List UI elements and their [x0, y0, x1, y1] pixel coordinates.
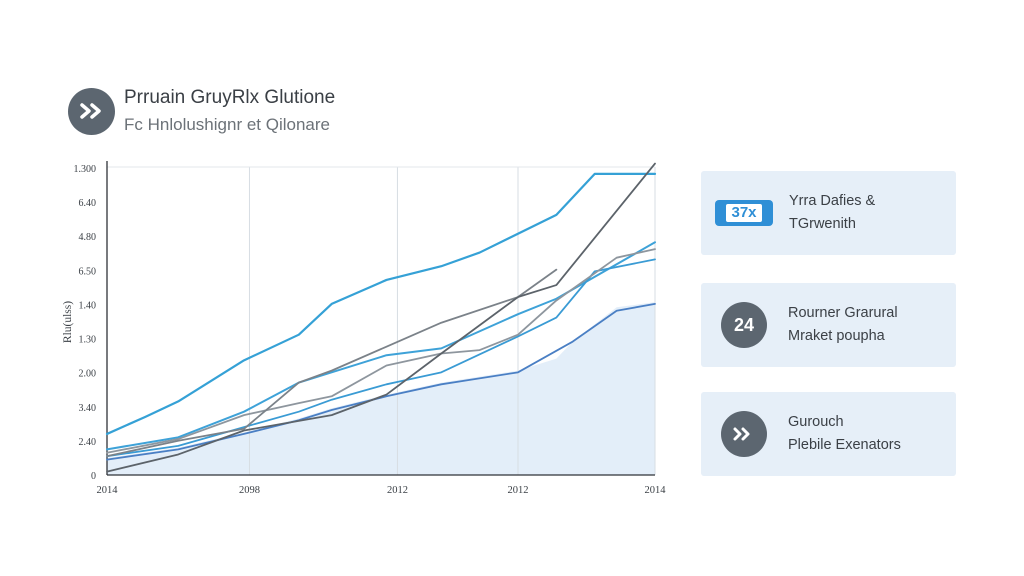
card-line-1: Gurouch	[788, 414, 844, 430]
card-line-1: Rourner Grarural	[788, 305, 898, 321]
ticket-icon: 37x	[715, 200, 773, 226]
x-tick-label: 2014	[645, 485, 667, 496]
series-line-5	[106, 248, 656, 454]
header: Prruain GruyRlx Glutione Fc Hnlolushignr…	[68, 86, 335, 136]
series-line-7	[106, 162, 656, 473]
y-tick-label: 6.50	[79, 266, 97, 277]
series-line-6	[106, 268, 558, 458]
y-tick-label: 3.40	[79, 403, 97, 414]
card-line-2: Mraket poupha	[788, 328, 885, 344]
info-card-3: Gurouch Plebile Exenators	[701, 392, 956, 476]
y-tick-label: 1.300	[74, 164, 97, 175]
y-tick-label: 0	[91, 471, 96, 482]
series-line-1	[105, 172, 657, 436]
card-line-2: Plebile Exenators	[788, 437, 901, 453]
y-axis-title: Rlu(ulss)	[62, 301, 74, 343]
info-card-2: 24 Rourner Grarural Mraket poupha	[701, 283, 956, 367]
y-tick-label: 2.00	[79, 369, 97, 380]
page-subtitle: Fc Hnlolushignr et Qilonare	[124, 115, 330, 134]
line-chart: 1.3006.404.806.501.401.302.003.402.40020…	[62, 161, 667, 496]
double-chevron-right-icon	[68, 87, 115, 135]
info-card-1: 37x Yrra Dafies & TGrwenith	[701, 171, 956, 255]
number-badge: 24	[721, 302, 767, 348]
page-title: Prruain GruyRlx Glutione	[124, 87, 336, 108]
x-tick-label: 2012	[508, 485, 529, 496]
card-badge: 37x	[726, 204, 762, 222]
y-tick-label: 1.30	[79, 335, 97, 346]
card-line-2: TGrwenith	[789, 216, 856, 232]
y-tick-label: 4.80	[79, 232, 97, 243]
y-tick-label: 1.40	[79, 300, 97, 311]
series-line-2	[106, 241, 656, 451]
double-chevron-right-icon	[721, 411, 767, 457]
card-line-1: Yrra Dafies &	[789, 193, 876, 209]
x-tick-label: 2012	[387, 485, 408, 496]
x-tick-label: 2098	[239, 485, 260, 496]
area-fill	[107, 302, 655, 475]
y-tick-label: 6.40	[79, 198, 97, 209]
y-tick-label: 2.40	[79, 437, 97, 448]
x-tick-label: 2014	[97, 485, 119, 496]
